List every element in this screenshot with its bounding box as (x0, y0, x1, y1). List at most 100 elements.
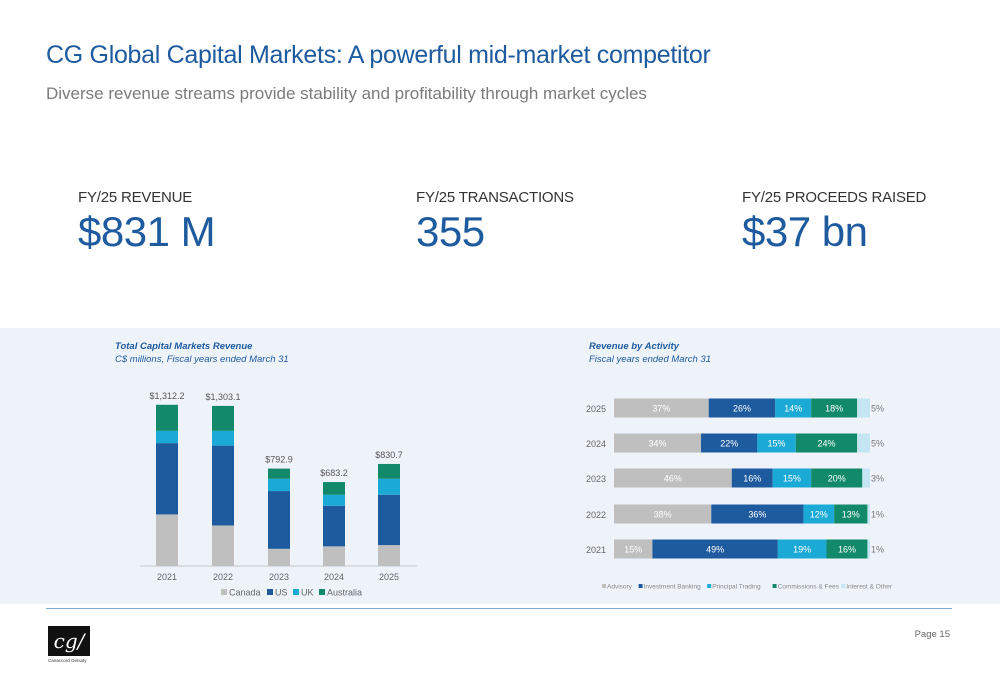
data-label: 37% (652, 404, 670, 414)
bar-segment (701, 433, 758, 453)
bar-segment (811, 398, 858, 418)
legend-swatch (772, 584, 777, 588)
data-label: 14% (784, 404, 802, 414)
y-tick-label: 2023 (586, 474, 606, 484)
bar-segment-uk (268, 478, 290, 492)
y-tick-label: 2021 (586, 545, 606, 555)
y-tick-label: 2025 (586, 404, 606, 414)
revenue-chart-title: Total Capital Markets Revenue (115, 341, 253, 352)
data-label: 15% (768, 439, 786, 449)
kpi-label: FY/25 REVENUE (78, 189, 193, 206)
kpi-value: $37 bn (742, 208, 868, 255)
data-label: 36% (748, 510, 766, 520)
bar-segment-canada (212, 525, 234, 566)
bar-segment (652, 539, 778, 559)
bar-segment-uk (378, 478, 400, 495)
legend-swatch (841, 584, 846, 588)
bar-segment-canada (323, 546, 345, 566)
bar-segment-canada (268, 548, 290, 566)
bar-segment-australia (323, 482, 345, 495)
activity-chart-title: Revenue by Activity (589, 341, 679, 352)
bar-segment (857, 398, 870, 418)
page-title: CG Global Capital Markets: A powerful mi… (46, 41, 711, 69)
data-label: 34% (649, 439, 667, 449)
x-tick-label: 2022 (213, 572, 233, 582)
data-label: $830.7 (375, 450, 403, 460)
kpi-label: FY/25 PROCEEDS RAISED (742, 189, 927, 206)
bar-segment-canada (378, 545, 400, 566)
bar-segment (731, 468, 773, 488)
x-tick-label: 2021 (157, 572, 177, 582)
legend-swatch (293, 589, 299, 595)
bar-segment (614, 539, 653, 559)
kpi-revenue: FY/25 REVENUE $831 M (78, 189, 216, 256)
bar-segment (867, 504, 870, 524)
legend-label: Interest & Other (846, 584, 893, 591)
bar-segment-us (268, 491, 290, 549)
footer-divider (46, 608, 952, 609)
bar-segment (803, 504, 835, 524)
bar-segment-australia (268, 468, 290, 479)
logo-text: Canaccord Genuity (48, 658, 87, 663)
data-label: 3% (871, 474, 884, 484)
activity-chart-subtitle: Fiscal years ended March 31 (589, 354, 711, 365)
bar-segment (614, 504, 712, 524)
legend-label: Investment Banking (644, 584, 701, 591)
legend-label: US (275, 588, 288, 598)
bar-segment-australia (156, 404, 178, 431)
data-label: 5% (871, 439, 884, 449)
bar-segment (867, 539, 870, 559)
kpi-value: 355 (416, 208, 485, 255)
legend-label: Principal Trading (712, 584, 761, 591)
bar-segment (857, 433, 870, 453)
legend-label: Commissions & Fees (778, 584, 840, 591)
legend-label: UK (301, 588, 314, 598)
legend-swatch (319, 589, 325, 595)
data-label: 16% (838, 545, 856, 555)
data-label: 15% (624, 545, 642, 555)
data-label: 26% (733, 404, 751, 414)
legend-swatch (602, 584, 606, 588)
page-subtitle: Diverse revenue streams provide stabilit… (46, 84, 647, 103)
legend-label: Advisory (607, 584, 633, 591)
bar-segment (711, 504, 804, 524)
y-tick-label: 2024 (586, 439, 606, 449)
data-label: 13% (842, 510, 860, 520)
page-number: Page 15 (914, 629, 950, 640)
activity-bar-chart: 2025 37% 26% 14% 18% 5% 2024 34% 22% 15% 24% 5% 2023… (586, 398, 893, 591)
data-label: 38% (654, 510, 672, 520)
bar-segment (834, 504, 868, 524)
legend-swatch (221, 589, 227, 595)
bar-segment (777, 539, 827, 559)
data-label: 18% (825, 404, 843, 414)
legend-swatch (638, 584, 643, 588)
bar-segment-us (378, 494, 400, 546)
logo-mark: cg/ (48, 626, 90, 656)
bar-segment (614, 433, 702, 453)
bar-segment (614, 468, 732, 488)
x-tick-label: 2024 (324, 572, 344, 582)
x-tick-label: 2025 (379, 572, 399, 582)
kpi-value: $831 M (78, 208, 216, 255)
bar-segment (708, 398, 776, 418)
x-tick-label: 2023 (269, 572, 289, 582)
data-label: 1% (871, 545, 884, 555)
legend-swatch (267, 589, 273, 595)
bar-segment-uk (156, 430, 178, 444)
kpi-label: FY/25 TRANSACTIONS (416, 189, 574, 206)
bar-segment (757, 433, 796, 453)
data-label: 49% (706, 545, 724, 555)
kpi-transactions: FY/25 TRANSACTIONS 355 (416, 189, 574, 256)
revenue-bar-chart: $1,312.2 2021 $1,303.1 2022 $792.9 2023 $683.2… (140, 391, 417, 598)
data-label: 5% (871, 404, 884, 414)
revenue-chart-subtitle: C$ millions, Fiscal years ended March 31 (115, 354, 289, 365)
data-label: 22% (720, 439, 738, 449)
data-label: 24% (817, 439, 835, 449)
data-label: 16% (743, 474, 761, 484)
kpi-proceeds: FY/25 PROCEEDS RAISED $37 bn (742, 189, 926, 256)
data-label: 15% (783, 474, 801, 484)
bar-segment (826, 539, 868, 559)
bar-segment (811, 468, 863, 488)
bar-segment-uk (323, 494, 345, 506)
bar-segment-us (156, 443, 178, 515)
